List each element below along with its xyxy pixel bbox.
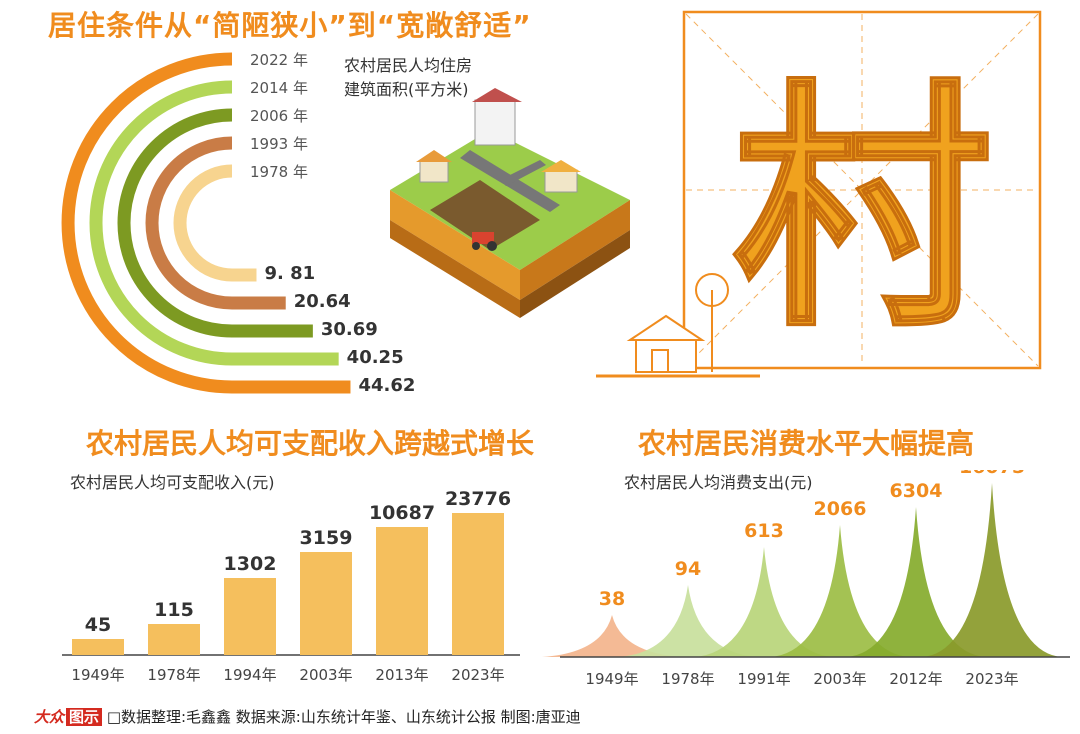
income-year-label: 2003年	[299, 666, 352, 684]
consumption-year-label: 1991年	[737, 670, 790, 688]
logo-text-b: 图示	[66, 708, 103, 726]
income-value-label: 10687	[369, 502, 435, 524]
income-year-label: 1994年	[223, 666, 276, 684]
income-bar	[72, 639, 124, 655]
consumption-value-label: 613	[744, 520, 784, 542]
housing-year-label: 1993 年	[250, 135, 308, 153]
housing-subtitle-line2: 建筑面积(平方米)	[344, 80, 469, 99]
income-bar	[224, 578, 276, 655]
consumption-subtitle: 农村居民人均消费支出(元)	[624, 473, 813, 492]
consumption-title: 农村居民消费水平大幅提高	[638, 427, 975, 460]
housing-year-label: 2014 年	[250, 79, 308, 97]
page-title: 居住条件从“简陋狭小”到“宽敞舒适”	[48, 9, 532, 42]
income-bar	[376, 527, 428, 655]
housing-arc-2006年	[117, 108, 313, 338]
housing-arc-1993年	[145, 136, 286, 310]
consumption-peak	[694, 547, 834, 657]
housing-value-label: 40.25	[346, 347, 404, 368]
consumption-value-label: 2066	[814, 498, 867, 520]
housing-arc-2022年	[61, 52, 351, 394]
housing-subtitle: 农村居民人均住房 建筑面积(平方米)	[344, 54, 472, 102]
consumption-year-label: 2003年	[813, 670, 866, 688]
housing-value-label: 30.69	[320, 319, 378, 340]
income-year-label: 2013年	[375, 666, 428, 684]
income-year-label: 1978年	[147, 666, 200, 684]
income-value-label: 3159	[300, 527, 353, 549]
income-value-label: 23776	[445, 490, 511, 510]
housing-arc-1978年	[173, 164, 257, 282]
income-title: 农村居民人均可支配收入跨越式增长	[86, 427, 535, 460]
housing-year-label: 2006 年	[250, 107, 308, 125]
income-value-label: 1302	[224, 553, 277, 575]
consumption-value-label: 16075	[959, 470, 1025, 478]
income-value-label: 45	[85, 614, 111, 636]
housing-value-label: 20.64	[293, 291, 351, 312]
housing-value-label: 9. 81	[264, 263, 316, 284]
income-year-label: 1949年	[71, 666, 124, 684]
housing-subtitle-line1: 农村居民人均住房	[344, 56, 473, 75]
housing-year-label: 1978 年	[250, 163, 308, 181]
consumption-peak	[618, 585, 758, 657]
consumption-year-label: 1978年	[661, 670, 714, 688]
consumption-peak	[846, 507, 986, 657]
housing-arc-2014年	[89, 80, 339, 366]
income-bar-chart: 45 1949年 115 1978年 1302 1994年 3159 2003年 10687 20…	[62, 490, 520, 684]
housing-year-label: 2022 年	[250, 51, 308, 69]
income-bar	[452, 513, 504, 655]
logo: 大众 图示	[34, 706, 103, 727]
consumption-peak-chart: 38 1949年 94 1978年 613 1991年 2066 2003年 6304 2012年…	[542, 470, 1070, 688]
consumption-peak	[770, 525, 910, 657]
income-value-label: 115	[154, 599, 194, 621]
consumption-year-label: 1949年	[585, 670, 638, 688]
consumption-peak	[542, 615, 682, 657]
emblem-char: 村	[732, 57, 992, 362]
consumption-year-label: 2023年	[965, 670, 1018, 688]
consumption-value-label: 6304	[890, 480, 943, 502]
consumption-year-label: 2012年	[889, 670, 942, 688]
income-year-label: 2023年	[451, 666, 504, 684]
income-subtitle: 农村居民人均可支配收入(元)	[70, 473, 275, 492]
income-bar	[300, 552, 352, 655]
consumption-value-label: 38	[599, 588, 625, 610]
consumption-value-label: 94	[675, 558, 701, 580]
consumption-peak	[922, 483, 1062, 657]
housing-value-label: 44.62	[358, 375, 416, 396]
village-emblem	[596, 10, 1042, 378]
footer-credits: □数据整理:毛鑫鑫 数据来源:山东统计年鉴、山东统计公报 制图:唐亚迪	[106, 708, 581, 726]
farm-illustration	[390, 88, 630, 318]
income-bar	[148, 624, 200, 655]
footer: 大众 图示 □数据整理:毛鑫鑫 数据来源:山东统计年鉴、山东统计公报 制图:唐亚迪	[34, 706, 581, 727]
logo-text-a: 大众	[34, 708, 65, 726]
